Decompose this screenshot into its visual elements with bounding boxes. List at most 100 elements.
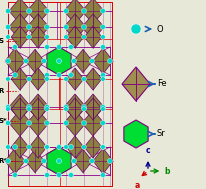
- Text: b: b: [164, 167, 170, 176]
- Polygon shape: [27, 14, 49, 40]
- Circle shape: [6, 9, 11, 13]
- Polygon shape: [124, 120, 148, 148]
- Polygon shape: [82, 14, 104, 40]
- Polygon shape: [66, 68, 84, 90]
- Circle shape: [63, 9, 69, 13]
- Circle shape: [27, 77, 31, 81]
- Polygon shape: [66, 98, 84, 120]
- Circle shape: [101, 107, 105, 111]
- Circle shape: [101, 9, 105, 13]
- Circle shape: [44, 44, 49, 50]
- Circle shape: [69, 73, 74, 77]
- Circle shape: [131, 24, 141, 34]
- Polygon shape: [66, 26, 84, 48]
- Circle shape: [45, 107, 49, 111]
- Polygon shape: [93, 148, 113, 174]
- Circle shape: [56, 44, 62, 50]
- Circle shape: [101, 25, 105, 29]
- Circle shape: [6, 105, 11, 109]
- Circle shape: [82, 105, 87, 109]
- Circle shape: [101, 35, 105, 39]
- Circle shape: [71, 59, 76, 64]
- Circle shape: [82, 77, 86, 81]
- Circle shape: [56, 173, 62, 177]
- Polygon shape: [64, 0, 86, 24]
- Polygon shape: [47, 147, 71, 175]
- Polygon shape: [84, 98, 102, 120]
- Circle shape: [69, 44, 74, 50]
- Circle shape: [45, 77, 49, 81]
- Circle shape: [64, 107, 68, 111]
- Circle shape: [82, 145, 86, 149]
- Circle shape: [64, 35, 68, 39]
- Polygon shape: [29, 26, 47, 48]
- Circle shape: [108, 159, 112, 163]
- Polygon shape: [11, 26, 29, 48]
- Circle shape: [101, 145, 105, 149]
- Polygon shape: [26, 149, 44, 173]
- Circle shape: [56, 59, 62, 64]
- Circle shape: [101, 77, 105, 81]
- Circle shape: [101, 44, 105, 50]
- Circle shape: [82, 107, 86, 111]
- Polygon shape: [9, 14, 31, 40]
- Text: S*: S*: [0, 118, 7, 124]
- Circle shape: [27, 107, 31, 111]
- Polygon shape: [29, 98, 47, 120]
- Circle shape: [56, 145, 62, 149]
- Circle shape: [27, 105, 32, 109]
- Circle shape: [6, 25, 11, 29]
- Circle shape: [63, 105, 69, 109]
- Circle shape: [27, 145, 31, 149]
- Circle shape: [6, 35, 10, 39]
- Polygon shape: [64, 94, 86, 120]
- Circle shape: [6, 121, 11, 125]
- Polygon shape: [26, 49, 44, 73]
- Circle shape: [101, 105, 105, 109]
- Circle shape: [41, 159, 47, 163]
- Circle shape: [13, 73, 18, 77]
- Text: c: c: [146, 146, 150, 155]
- Polygon shape: [9, 0, 31, 24]
- Circle shape: [71, 159, 76, 163]
- Circle shape: [27, 9, 32, 13]
- Circle shape: [82, 35, 86, 39]
- Circle shape: [6, 107, 10, 111]
- Circle shape: [56, 73, 62, 77]
- Circle shape: [23, 159, 28, 163]
- Circle shape: [27, 25, 32, 29]
- Circle shape: [44, 25, 49, 29]
- Text: Fe: Fe: [157, 80, 167, 88]
- Polygon shape: [29, 68, 47, 90]
- Circle shape: [6, 59, 11, 64]
- Polygon shape: [27, 0, 49, 24]
- Polygon shape: [82, 0, 104, 24]
- Text: R: R: [0, 88, 3, 94]
- Circle shape: [101, 121, 105, 125]
- Circle shape: [27, 35, 31, 39]
- Circle shape: [44, 173, 49, 177]
- Text: a: a: [134, 181, 139, 189]
- Polygon shape: [9, 94, 31, 120]
- Circle shape: [6, 159, 11, 163]
- Polygon shape: [82, 94, 104, 120]
- Circle shape: [44, 145, 49, 149]
- Circle shape: [45, 145, 49, 149]
- Polygon shape: [27, 110, 49, 136]
- Polygon shape: [11, 136, 29, 158]
- Circle shape: [13, 44, 18, 50]
- Polygon shape: [84, 26, 102, 48]
- Circle shape: [44, 105, 49, 109]
- Polygon shape: [27, 94, 49, 120]
- Circle shape: [44, 121, 49, 125]
- Circle shape: [108, 59, 112, 64]
- Circle shape: [45, 35, 49, 39]
- Circle shape: [101, 173, 105, 177]
- Polygon shape: [9, 110, 31, 136]
- Polygon shape: [122, 67, 150, 101]
- Circle shape: [13, 145, 18, 149]
- Polygon shape: [11, 68, 29, 90]
- Polygon shape: [84, 68, 102, 90]
- Circle shape: [63, 121, 69, 125]
- Circle shape: [27, 121, 32, 125]
